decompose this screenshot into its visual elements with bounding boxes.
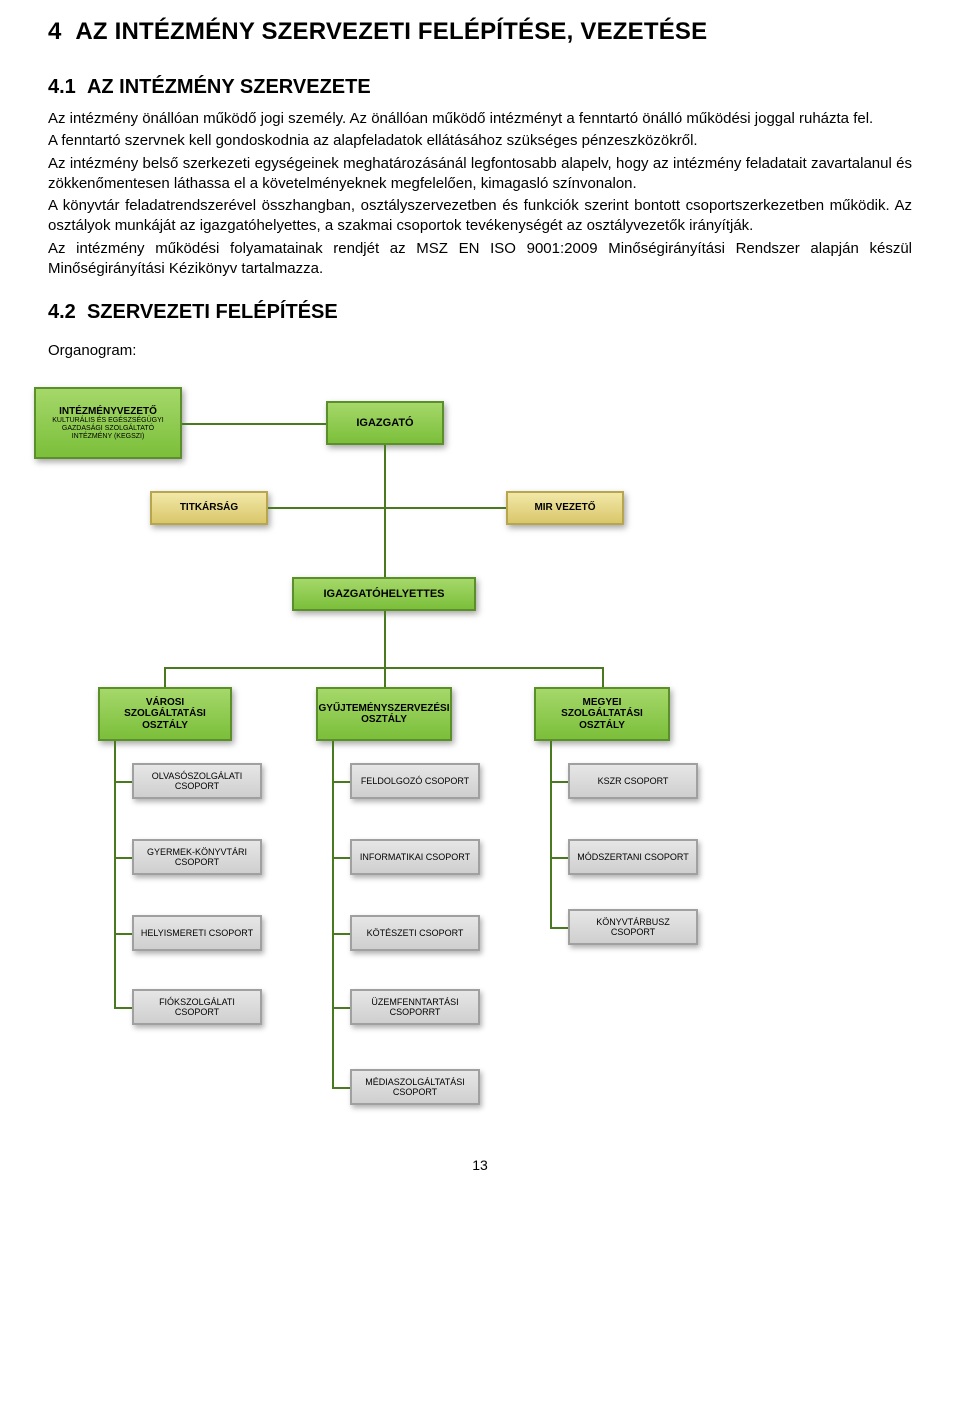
- org-line: [550, 741, 552, 927]
- org-line: [182, 423, 326, 425]
- node-col2-0: FELDOLGOZÓ CSOPORT: [350, 763, 480, 799]
- heading-4-2-num: 4.2: [48, 301, 76, 323]
- org-line: [384, 667, 386, 687]
- node-col3-1: MÓDSZERTANI CSOPORT: [568, 839, 698, 875]
- node-col1-2: HELYISMERETI CSOPORT: [132, 915, 262, 951]
- node-titkarsag: TITKÁRSÁG: [150, 491, 268, 525]
- heading-main-num: 4: [48, 18, 62, 45]
- organogram: INTÉZMÉNYVEZETŐ KULTURÁLIS ÉS EGÉSZSÉGÜG…: [26, 387, 786, 1147]
- heading-4-1: 4.1 AZ INTÉZMÉNY SZERVEZETE: [48, 76, 912, 99]
- node-col2-title: GYŰJTEMÉNYSZERVEZÉSI OSZTÁLY: [316, 687, 452, 741]
- node-col1-title: VÁROSI SZOLGÁLTATÁSI OSZTÁLY: [98, 687, 232, 741]
- org-line: [550, 857, 568, 859]
- node-kegszi-sub: KULTURÁLIS ÉS EGÉSZSÉGÜGYI GAZDASÁGI SZO…: [42, 417, 174, 440]
- node-col2-3: ÜZEMFENNTARTÁSI CSOPORRT: [350, 989, 480, 1025]
- node-kegszi: INTÉZMÉNYVEZETŐ KULTURÁLIS ÉS EGÉSZSÉGÜG…: [34, 387, 182, 459]
- heading-4-1-num: 4.1: [48, 76, 76, 98]
- heading-main: 4 AZ INTÉZMÉNY SZERVEZETI FELÉPÍTÉSE, VE…: [48, 18, 912, 46]
- heading-4-1-text: AZ INTÉZMÉNY SZERVEZETE: [87, 76, 371, 98]
- org-line: [332, 1087, 350, 1089]
- org-line: [550, 781, 568, 783]
- org-line: [602, 667, 604, 687]
- org-line: [332, 933, 350, 935]
- org-line: [114, 933, 132, 935]
- node-igh: IGAZGATÓHELYETTES: [292, 577, 476, 611]
- node-col3-2: KÖNYVTÁRBUSZ CSOPORT: [568, 909, 698, 945]
- page-number: 13: [48, 1157, 912, 1173]
- org-line: [332, 781, 350, 783]
- node-col2-4: MÉDIASZOLGÁLTATÁSI CSOPORT: [350, 1069, 480, 1105]
- node-kegszi-title: INTÉZMÉNYVEZETŐ: [59, 406, 157, 418]
- org-line: [114, 1007, 132, 1009]
- org-line: [332, 741, 334, 1087]
- org-line: [164, 667, 166, 687]
- node-col1-3: FIÓKSZOLGÁLATI CSOPORT: [132, 989, 262, 1025]
- org-line: [384, 445, 386, 577]
- node-col3-0: KSZR CSOPORT: [568, 763, 698, 799]
- paragraph-4: A könyvtár feladatrendszerével összhangb…: [48, 196, 912, 237]
- org-line: [332, 1007, 350, 1009]
- org-line: [384, 611, 386, 667]
- node-col1-0: OLVASÓSZOLGÁLATI CSOPORT: [132, 763, 262, 799]
- node-igazgato: IGAZGATÓ: [326, 401, 444, 445]
- paragraph-3: Az intézmény belső szerkezeti egységeine…: [48, 154, 912, 195]
- org-line: [268, 507, 506, 509]
- node-col1-1: GYERMEK-KÖNYVTÁRI CSOPORT: [132, 839, 262, 875]
- heading-4-2: 4.2 SZERVEZETI FELÉPÍTÉSE: [48, 301, 912, 324]
- node-col2-1: INFORMATIKAI CSOPORT: [350, 839, 480, 875]
- paragraph-5: Az intézmény működési folyamatainak rend…: [48, 239, 912, 280]
- heading-4-2-text: SZERVEZETI FELÉPÍTÉSE: [87, 301, 338, 323]
- page-root: 4 AZ INTÉZMÉNY SZERVEZETI FELÉPÍTÉSE, VE…: [0, 0, 960, 1213]
- org-line: [114, 857, 132, 859]
- paragraph-2: A fenntartó szervnek kell gondoskodnia a…: [48, 131, 912, 151]
- org-line: [114, 781, 132, 783]
- node-col3-title: MEGYEI SZOLGÁLTATÁSI OSZTÁLY: [534, 687, 670, 741]
- node-mir: MIR VEZETŐ: [506, 491, 624, 525]
- org-line: [332, 857, 350, 859]
- org-line: [550, 927, 568, 929]
- organogram-label: Organogram:: [48, 342, 912, 359]
- paragraph-1: Az intézmény önállóan működő jogi személ…: [48, 109, 912, 129]
- heading-main-text: AZ INTÉZMÉNY SZERVEZETI FELÉPÍTÉSE, VEZE…: [75, 18, 707, 45]
- node-col2-2: KÖTÉSZETI CSOPORT: [350, 915, 480, 951]
